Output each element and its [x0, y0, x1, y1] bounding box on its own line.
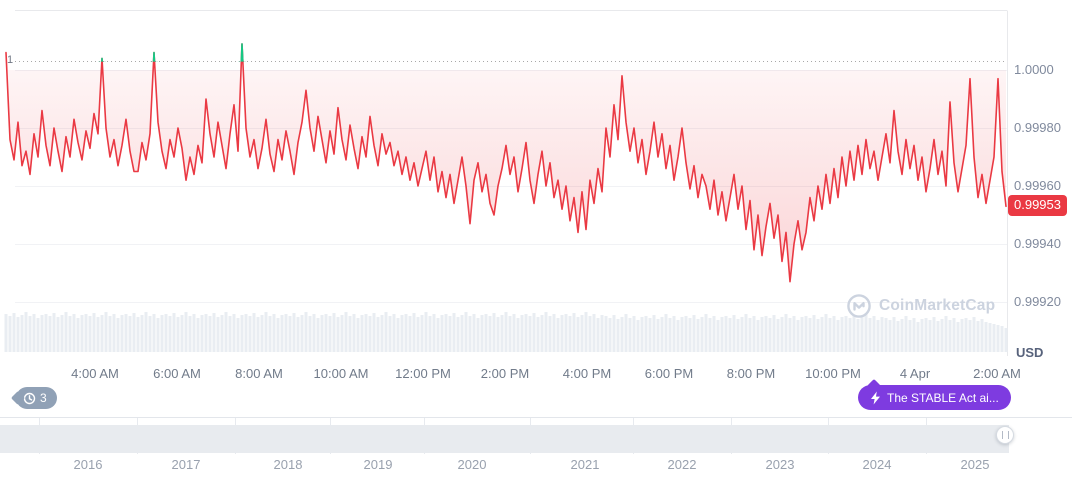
navigator-year-label: 2020 — [457, 457, 487, 472]
y-axis-label: 1.0000 — [1014, 62, 1054, 77]
x-axis-label: 12:00 PM — [395, 366, 451, 381]
navigator-year-label: 2023 — [765, 457, 795, 472]
navigator-year-label: 2018 — [273, 457, 303, 472]
navigator-year-label: 2021 — [570, 457, 600, 472]
navigator-year-label: 2025 — [960, 457, 990, 472]
y-axis-label: 0.99980 — [1014, 120, 1061, 135]
y-axis-unit-label: USD — [1016, 345, 1044, 360]
chart-canvas[interactable] — [0, 0, 1072, 417]
volume-bars — [4, 312, 1008, 352]
coinmarketcap-watermark: CoinMarketCap — [846, 293, 995, 319]
navigator-masked-range[interactable] — [0, 425, 1009, 453]
y-axis-label: 0.99960 — [1014, 178, 1061, 193]
x-axis-label: 2:00 AM — [973, 366, 1021, 381]
price-line — [5, 43, 1007, 283]
chart-svg — [4, 10, 1008, 356]
history-annotations-pill[interactable]: 3 — [16, 387, 57, 409]
lightning-bolt-icon — [871, 391, 880, 404]
x-axis-label: 6:00 AM — [153, 366, 201, 381]
navigator-year-label: 2024 — [862, 457, 892, 472]
x-axis-label: 2:00 PM — [480, 366, 530, 381]
current-price-badge: 0.99953 — [1008, 195, 1067, 216]
x-axis-label: 4:00 PM — [562, 366, 612, 381]
watermark-text: CoinMarketCap — [879, 297, 996, 314]
navigator-year-label: 2022 — [667, 457, 697, 472]
navigator-range-handle[interactable] — [996, 426, 1014, 444]
navigator-year-label: 2017 — [171, 457, 201, 472]
navigator-year-label: 2016 — [73, 457, 103, 472]
x-axis-label: 6:00 PM — [644, 366, 694, 381]
x-axis-label: 4 Apr — [899, 366, 931, 381]
range-navigator[interactable] — [0, 417, 1072, 454]
peg-line-label: 1 — [7, 54, 14, 66]
x-axis-label: 8:00 PM — [726, 366, 776, 381]
news-event-flag[interactable]: The STABLE Act ai... — [858, 385, 1011, 410]
coinmarketcap-logo-icon — [847, 294, 871, 318]
x-axis-label: 4:00 AM — [71, 366, 119, 381]
x-axis-label: 10:00 AM — [313, 366, 369, 381]
news-event-label: The STABLE Act ai... — [887, 390, 999, 405]
history-clock-icon — [23, 392, 36, 404]
y-axis-label: 0.99940 — [1014, 236, 1061, 251]
history-count: 3 — [40, 391, 47, 405]
navigator-year-label: 2019 — [363, 457, 393, 472]
x-axis-label: 8:00 AM — [235, 366, 283, 381]
x-axis-label: 10:00 PM — [805, 366, 861, 381]
y-axis-label: 0.99920 — [1014, 294, 1061, 309]
drag-grip-icon — [1001, 431, 1009, 439]
